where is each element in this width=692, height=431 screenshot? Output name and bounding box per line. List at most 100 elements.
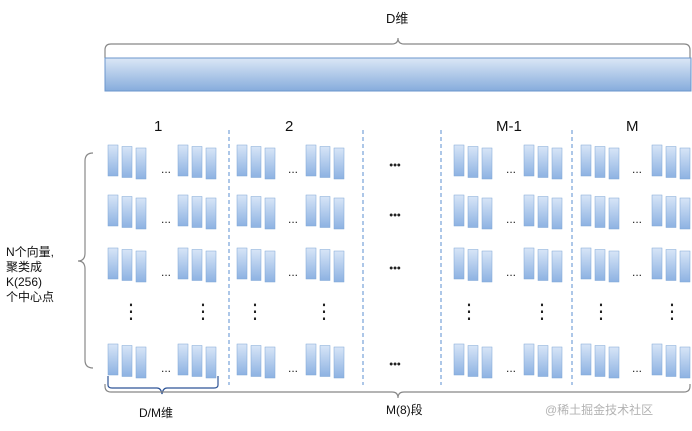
vertical-ellipsis: ⋮ (121, 301, 141, 323)
left-brace (77, 152, 94, 369)
subvector-bar (651, 247, 663, 280)
subvector-bar (121, 146, 133, 178)
horizontal-ellipsis: ... (288, 162, 298, 176)
subvector-bar (305, 194, 317, 227)
subvector-bar (580, 144, 592, 177)
subvector-bar (177, 144, 189, 177)
subvector-bar (523, 247, 535, 280)
subvector-bar (264, 147, 276, 180)
subvector-bar (264, 346, 276, 379)
vertical-ellipsis: ⋮ (193, 301, 213, 323)
left-label-line-3: K(256) (6, 275, 43, 289)
vertical-ellipsis: ⋮ (314, 301, 334, 323)
segment-label-2: 2 (285, 118, 294, 135)
subvector-bars (107, 144, 691, 379)
subvector-bar (250, 196, 262, 228)
subvector-bar (679, 250, 691, 283)
subvector-bar (580, 343, 592, 376)
subvector-bar (121, 249, 133, 281)
subvector-bar (121, 196, 133, 228)
subvector-bar (107, 343, 119, 376)
subvector-bar (580, 194, 592, 227)
horizontal-ellipsis: ... (506, 212, 516, 226)
left-label-line-1: N个向量, (6, 245, 55, 259)
subvector-bar (453, 144, 465, 177)
horizontal-ellipsis: ... (161, 361, 171, 375)
subvector-bar (651, 194, 663, 227)
middle-ellipsis: ••• (389, 359, 401, 371)
subvector-bar (453, 343, 465, 376)
horizontal-ellipsis: ... (632, 361, 642, 375)
subvector-bar (453, 194, 465, 227)
subvector-bar (333, 147, 345, 180)
vertical-ellipsis: ⋮ (459, 301, 479, 323)
subvector-bar (665, 146, 677, 178)
subvector-bar (236, 343, 248, 376)
vertical-ellipsis: ⋮ (662, 301, 682, 323)
subvector-bar (679, 346, 691, 379)
subvector-bar (523, 343, 535, 376)
subvector-bar (205, 250, 217, 283)
subvector-bar (205, 346, 217, 379)
subvector-bar (333, 197, 345, 230)
subvector-bar (177, 194, 189, 227)
top-brace (104, 37, 691, 58)
subvector-bar (333, 250, 345, 283)
subvector-bar (467, 146, 479, 178)
subvector-bar (651, 343, 663, 376)
subvector-bar (594, 249, 606, 281)
subvector-bar (523, 194, 535, 227)
subvector-bar (467, 196, 479, 228)
subvector-bar (608, 250, 620, 283)
subvector-bar (333, 346, 345, 379)
subvector-bar (481, 346, 493, 379)
horizontal-ellipsis: ... (288, 212, 298, 226)
subvector-bar (305, 144, 317, 177)
subvector-bar (191, 196, 203, 228)
subvector-bar (319, 345, 331, 377)
subvector-bar (551, 147, 563, 180)
horizontal-ellipsis: ... (506, 361, 516, 375)
subvector-bar (537, 345, 549, 377)
subvector-bar (250, 249, 262, 281)
subvector-bar (319, 249, 331, 281)
subvector-bar (135, 250, 147, 283)
subvector-bar (608, 346, 620, 379)
vertical-ellipsis: ⋮ (591, 301, 611, 323)
segment-label-m: M (626, 118, 639, 135)
subvector-bar (191, 345, 203, 377)
subvector-bar (523, 144, 535, 177)
subvector-bar (551, 346, 563, 379)
vertical-ellipsis: ⋮ (532, 301, 552, 323)
subvector-bar (467, 249, 479, 281)
d-vector-bar (104, 57, 692, 92)
ellipsis-marks: ......... ... •••......... ... •••..........… (121, 160, 682, 376)
subvector-bar (679, 197, 691, 230)
subvector-bar (177, 247, 189, 280)
watermark: @稀土掘金技术社区 (545, 403, 654, 417)
middle-ellipsis: ••• (389, 263, 401, 275)
subvector-bar (264, 197, 276, 230)
subvector-bar (205, 197, 217, 230)
subvector-bar (236, 144, 248, 177)
horizontal-ellipsis: ... (632, 162, 642, 176)
horizontal-ellipsis: ... (161, 162, 171, 176)
subvector-bar (236, 247, 248, 280)
subvector-bar (608, 147, 620, 180)
subvector-bar (264, 250, 276, 283)
bottom-subvector-brace (107, 376, 219, 395)
horizontal-ellipsis: ... (632, 265, 642, 279)
segment-label-1: 1 (154, 118, 163, 135)
subvector-bar (319, 146, 331, 178)
subvector-bar (205, 147, 217, 180)
bottom-left-label: D/M维 (139, 406, 173, 420)
subvector-bar (594, 196, 606, 228)
subvector-bar (651, 144, 663, 177)
subvector-bar (537, 146, 549, 178)
subvector-bar (250, 345, 262, 377)
horizontal-ellipsis: ... (632, 212, 642, 226)
subvector-bar (580, 247, 592, 280)
subvector-bar (177, 343, 189, 376)
subvector-bar (665, 249, 677, 281)
